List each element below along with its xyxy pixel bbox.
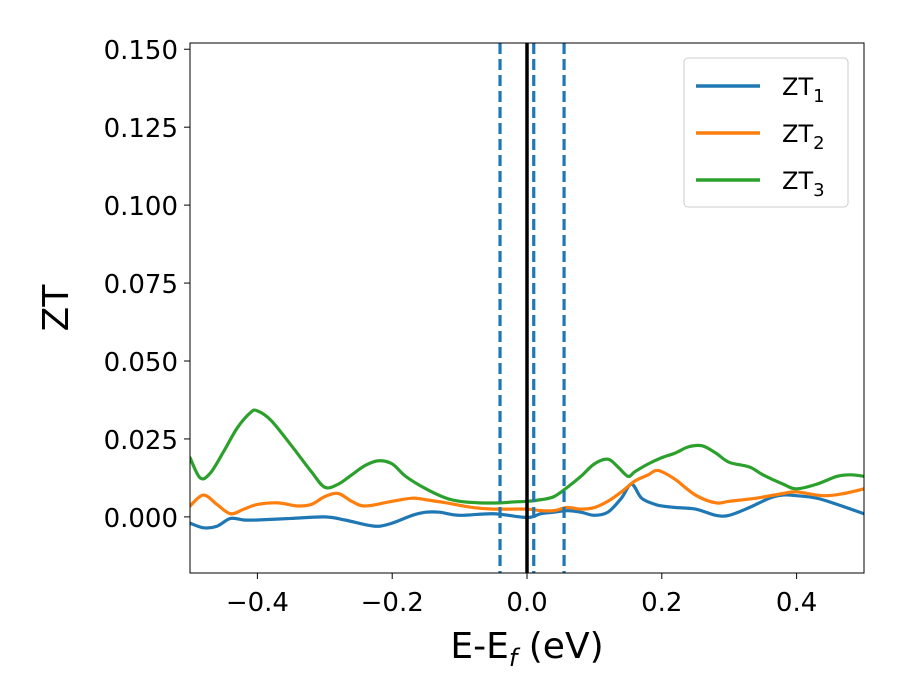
- y-tick-label: 0.025: [104, 426, 178, 456]
- y-tick-label: 0.150: [104, 36, 178, 66]
- series-line-1: [190, 482, 864, 530]
- x-tick-label: 0.0: [506, 588, 547, 618]
- legend: ZT1 ZT2 ZT3: [683, 57, 849, 208]
- legend-label-1: ZT1: [782, 73, 825, 107]
- x-tick-label: −0.2: [361, 588, 424, 618]
- x-tick-label: 0.4: [776, 588, 817, 618]
- x-axis-ticks: −0.4 −0.2 0.0 0.2 0.4: [226, 573, 817, 618]
- x-axis-label: E-Ef (eV): [450, 626, 603, 672]
- vertical-line-layer: [498, 43, 566, 573]
- y-tick-label: 0.075: [104, 270, 178, 300]
- y-axis-label: ZT: [36, 284, 77, 332]
- y-tick-label: 0.050: [104, 348, 178, 378]
- legend-label-3: ZT3: [782, 167, 825, 201]
- y-tick-label: 0.125: [104, 114, 178, 144]
- x-tick-label: 0.2: [641, 588, 682, 618]
- y-tick-label: 0.000: [104, 504, 178, 534]
- y-axis-ticks: 0.000 0.025 0.050 0.075 0.100 0.125 0.150: [104, 36, 190, 534]
- y-tick-label: 0.100: [104, 192, 178, 222]
- series-line-2: [190, 468, 864, 516]
- x-tick-label: −0.4: [226, 588, 289, 618]
- legend-label-2: ZT2: [782, 120, 825, 154]
- legend-box: [683, 57, 849, 208]
